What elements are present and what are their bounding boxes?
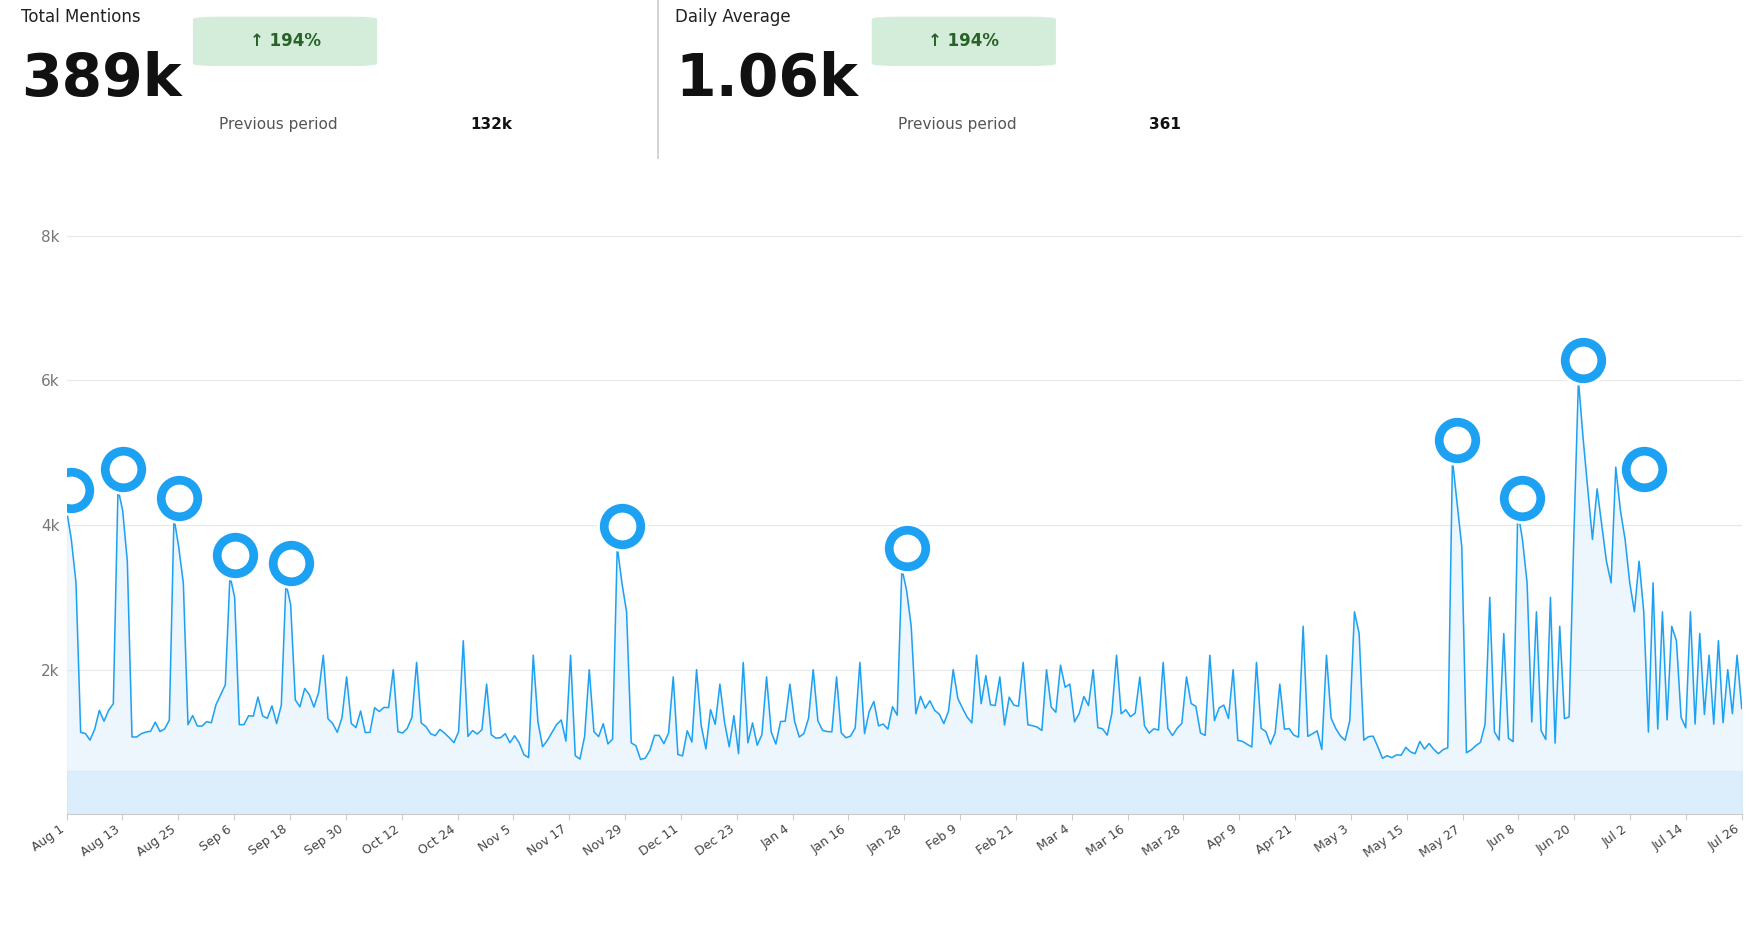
Point [221, 548, 249, 563]
Point [165, 490, 193, 505]
Text: ☼: ☼ [1579, 355, 1587, 365]
Text: Daily Average: Daily Average [675, 7, 791, 26]
Point [1508, 490, 1537, 505]
Point [277, 555, 305, 570]
Text: ☼: ☼ [118, 463, 126, 474]
Text: ✒: ✒ [617, 520, 628, 533]
Point [1629, 461, 1658, 476]
Point [1444, 432, 1472, 447]
Text: Previous period: Previous period [898, 117, 1021, 132]
Point [1570, 353, 1598, 368]
Point [277, 555, 305, 570]
Text: 132k: 132k [470, 117, 512, 132]
Text: ☼: ☼ [902, 543, 910, 553]
Text: ☼: ☼ [230, 550, 239, 561]
Text: ✒: ✒ [1579, 354, 1589, 367]
Text: ☼: ☼ [1517, 492, 1526, 503]
Point [109, 461, 137, 476]
Point [1508, 490, 1537, 505]
Text: 1.06k: 1.06k [675, 51, 858, 108]
Text: ✒: ✒ [174, 491, 184, 504]
Point [609, 519, 637, 534]
Text: ↑ 194%: ↑ 194% [249, 33, 321, 51]
Text: 361: 361 [1149, 117, 1180, 132]
Point [165, 490, 193, 505]
Text: ✒: ✒ [118, 462, 128, 475]
Point [893, 541, 921, 556]
Text: ☼: ☼ [67, 485, 75, 495]
Point [1444, 432, 1472, 447]
Text: ✒: ✒ [1638, 462, 1649, 475]
Point [609, 519, 637, 534]
Point [58, 483, 86, 498]
Point [221, 548, 249, 563]
Text: Previous period: Previous period [219, 117, 342, 132]
FancyBboxPatch shape [872, 17, 1056, 66]
Text: ✒: ✒ [902, 542, 912, 555]
Text: ✒: ✒ [1517, 491, 1528, 504]
Text: ✒: ✒ [67, 484, 77, 497]
Text: ✒: ✒ [1452, 433, 1463, 446]
Text: ☼: ☼ [1640, 463, 1649, 474]
FancyBboxPatch shape [193, 17, 377, 66]
Text: ↑ 194%: ↑ 194% [928, 33, 1000, 51]
Text: ✒: ✒ [230, 548, 240, 562]
Text: 389k: 389k [21, 51, 182, 108]
Text: ☼: ☼ [1452, 434, 1461, 445]
Text: ✒: ✒ [286, 556, 296, 569]
Text: Total Mentions: Total Mentions [21, 7, 140, 26]
Text: ☼: ☼ [174, 492, 182, 503]
Point [58, 483, 86, 498]
Text: ☼: ☼ [617, 521, 626, 532]
Point [893, 541, 921, 556]
Point [1570, 353, 1598, 368]
Point [1629, 461, 1658, 476]
Text: ☼: ☼ [286, 558, 295, 567]
Point [109, 461, 137, 476]
